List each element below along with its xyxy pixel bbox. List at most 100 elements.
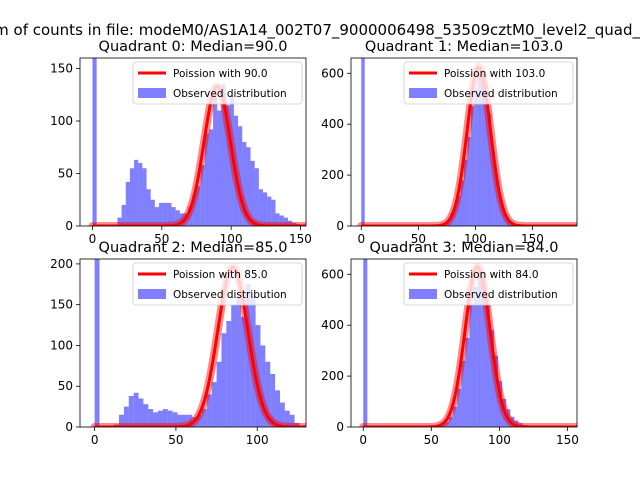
histogram-bar	[267, 196, 272, 226]
histogram-bar	[279, 402, 285, 427]
histogram-bar	[242, 142, 247, 226]
histogram-bar	[263, 192, 268, 226]
histogram-bar	[477, 73, 482, 226]
y-tick-label: 200	[321, 369, 344, 383]
legend-label-poisson: Poission with 90.0	[173, 68, 268, 80]
histogram-bar	[206, 394, 212, 427]
x-tick-label: 150	[521, 232, 544, 246]
y-tick-label: 150	[50, 298, 73, 312]
x-tick-label: 50	[411, 232, 426, 246]
histogram-bar	[361, 58, 365, 226]
histogram-bar	[192, 194, 197, 226]
x-tick-label: 50	[154, 232, 169, 246]
histogram-bar	[226, 320, 232, 427]
axes-frame	[79, 258, 307, 428]
figure-suptitle: Histogram of counts in file: modeM0/AS1A…	[0, 21, 640, 40]
histogram-bar	[460, 180, 464, 226]
y-tick-label: 100	[50, 338, 73, 352]
y-tick-label: 0	[336, 420, 344, 434]
histogram-bar	[473, 287, 478, 427]
histogram-bar	[461, 360, 466, 427]
histogram-bar	[197, 414, 202, 427]
histogram-bar	[129, 168, 135, 226]
histogram-bar	[501, 208, 506, 226]
subplot-title: Quadrant 0: Median=90.0	[99, 39, 288, 55]
legend-bar-swatch	[138, 88, 166, 98]
y-tick-label: 150	[50, 62, 73, 76]
histogram-bar	[153, 412, 159, 427]
histogram-bar	[485, 304, 490, 427]
histogram-bar	[494, 175, 499, 226]
x-tick-label: 150	[289, 232, 312, 246]
histogram-bar	[270, 373, 276, 427]
histogram-bar	[271, 199, 276, 226]
histogram-bar	[444, 421, 450, 427]
histogram-bar	[464, 159, 468, 226]
x-tick-label: 150	[556, 433, 579, 447]
histogram-bar	[467, 136, 471, 226]
histogram-bar	[250, 160, 255, 226]
histogram-bar	[200, 165, 205, 226]
histogram-bar	[121, 205, 126, 226]
histogram-bar	[216, 361, 222, 427]
histogram-bar	[287, 220, 293, 226]
legend-label-observed: Observed distribution	[173, 289, 287, 301]
legend-bar-swatch	[409, 88, 437, 98]
histogram-bar	[208, 129, 214, 226]
histogram-bar	[125, 181, 130, 226]
y-tick-label: 200	[321, 168, 344, 182]
histogram-bar	[163, 202, 168, 226]
plot-area	[357, 58, 577, 226]
x-tick-label: 100	[220, 232, 243, 246]
histogram-bar	[167, 202, 172, 226]
histogram-bar	[245, 284, 251, 427]
histogram-bar	[148, 409, 154, 427]
histogram-bar	[457, 195, 461, 226]
histogram-bar	[491, 149, 495, 226]
legend-label-observed: Observed distribution	[444, 88, 558, 100]
histogram-bar	[258, 189, 264, 226]
histogram-bar	[284, 410, 290, 427]
axes-frame	[350, 258, 578, 428]
histogram-bar	[221, 84, 226, 226]
histogram-bar	[117, 217, 122, 226]
histogram-bar	[469, 304, 474, 427]
histogram-bar	[146, 189, 151, 226]
histogram-bar	[265, 361, 271, 427]
subplot-title: Quadrant 1: Median=103.0	[365, 39, 563, 55]
histogram-bar	[211, 382, 217, 427]
histogram-bar	[493, 355, 499, 427]
histogram-bar	[143, 404, 149, 427]
histogram-bar	[240, 316, 246, 427]
histogram-bar	[465, 337, 470, 427]
histogram-bar	[487, 114, 492, 226]
histogram-bar	[94, 259, 100, 427]
legend-label-observed: Observed distribution	[173, 88, 287, 100]
histogram-bar	[484, 83, 488, 226]
histogram-bar	[133, 392, 139, 427]
poisson-curve	[93, 265, 306, 427]
histogram-bar	[159, 202, 164, 226]
histogram-bar	[294, 422, 300, 427]
histogram-bar	[217, 110, 222, 226]
histogram-bar	[275, 213, 280, 226]
y-tick-label: 100	[50, 114, 73, 128]
histogram-bar	[453, 406, 458, 427]
histogram-bar	[457, 388, 462, 427]
histogram-bar	[481, 284, 486, 427]
y-tick-label: 0	[336, 219, 344, 233]
legend: Poission with 84.0 Observed distribution	[403, 262, 574, 306]
x-tick-label: 0	[357, 232, 365, 246]
histogram-bar	[238, 126, 243, 226]
y-tick-label: 0	[65, 219, 73, 233]
histogram-bar	[449, 416, 454, 427]
axes-frame	[79, 57, 307, 227]
legend: Poission with 90.0 Observed distribution	[132, 61, 303, 105]
histogram-bar	[221, 333, 227, 427]
subplot-title: Quadrant 3: Median=84.0	[370, 240, 559, 256]
histogram-bar	[246, 147, 251, 226]
y-tick-label: 0	[65, 420, 73, 434]
y-tick-label: 200	[50, 257, 73, 271]
histogram-bar	[505, 215, 509, 226]
